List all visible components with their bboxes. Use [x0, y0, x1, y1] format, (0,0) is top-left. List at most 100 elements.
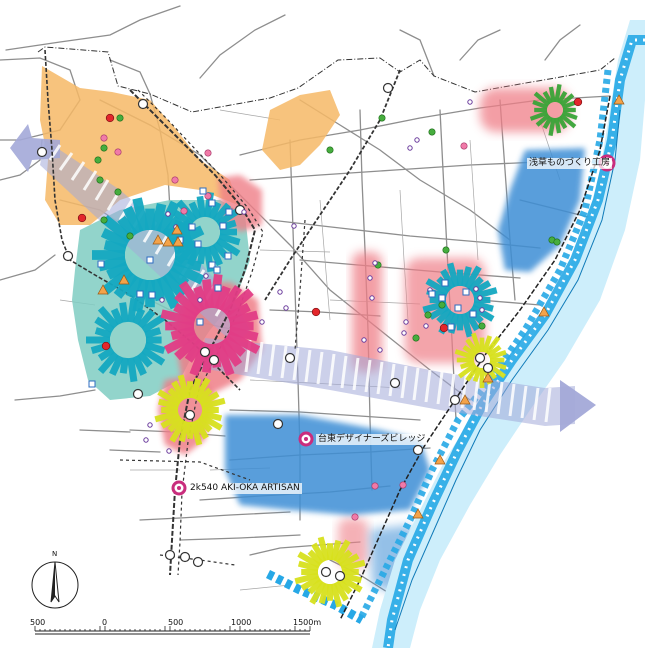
station-marker — [62, 250, 74, 262]
yellow-burst-southwest-ray — [157, 389, 182, 407]
yellow-burst-south — [294, 536, 366, 608]
blue-square-marker — [219, 222, 227, 230]
green-dot-marker — [126, 232, 134, 240]
green-burst-northeast-ray — [542, 90, 553, 105]
orange-triangle-marker — [152, 234, 164, 245]
green-dot-marker — [442, 246, 450, 254]
teal-burst-east-ray — [428, 304, 450, 320]
scale-label-0: 0 — [102, 618, 108, 627]
ward-boundary — [37, 46, 616, 113]
teal-burst-west-ray — [150, 278, 166, 302]
compass-north-letter: N — [52, 550, 58, 558]
pink-dot-marker — [100, 134, 108, 142]
yellow-burst-south-ray — [300, 575, 322, 591]
teal-burst-west-ray — [132, 197, 150, 232]
purple-ring-marker — [407, 145, 413, 151]
green-burst-northeast-ray — [559, 93, 575, 107]
teal-burst-upper-ray — [215, 207, 241, 227]
teal-burst-southwest-ray — [119, 357, 129, 374]
teal-burst-upper-ray — [187, 244, 202, 267]
yellow-burst-southwest-ray — [190, 420, 203, 446]
magenta-burst-central-ray — [178, 280, 206, 314]
magenta-burst-central-ray — [218, 285, 243, 314]
purple-ring-marker — [473, 286, 479, 292]
north-compass — [31, 561, 79, 609]
yellow-burst-south-ray — [307, 549, 324, 566]
teal-burst-west-ray — [101, 215, 134, 244]
station-marker — [272, 418, 284, 430]
green-burst-northeast-ray — [548, 86, 556, 103]
scale-bar — [34, 626, 311, 635]
blue-square-marker — [194, 240, 202, 248]
purple-ring-marker — [203, 273, 209, 279]
green-dot-marker — [116, 114, 124, 122]
teal-burst-upper-ray — [176, 241, 198, 265]
station-marker — [449, 394, 461, 406]
scale-label-1500m: 1500m — [293, 618, 322, 627]
yellow-burst-southwest-ray — [193, 377, 211, 402]
green-dot-marker — [412, 334, 420, 342]
scale-label-500-left: 500 — [30, 618, 46, 627]
facility-target-akioka-artisan[interactable] — [171, 480, 187, 496]
purple-ring-marker — [241, 209, 247, 215]
teal-burst-west-ray — [122, 205, 144, 235]
magenta-burst-central-ray — [174, 334, 202, 361]
teal-burst-west-ray — [106, 261, 130, 280]
orange-zone-north — [262, 90, 340, 170]
yellow-burst-south-ray — [336, 578, 353, 595]
teal-burst-southwest-ray — [94, 316, 115, 334]
yellow-burst-south-ray — [317, 536, 330, 562]
yellow-burst-riverside-ray — [459, 360, 476, 370]
blue-square-marker — [214, 284, 222, 292]
green-burst-northeast — [529, 84, 581, 136]
purple-ring-marker — [479, 307, 485, 313]
pink-zone-strip-1 — [352, 252, 382, 372]
yellow-burst-riverside-ray — [457, 362, 477, 379]
teal-burst-southwest-ray — [110, 307, 124, 326]
purple-ring-marker — [147, 422, 153, 428]
yellow-burst-south-ray — [294, 572, 320, 585]
yellow-burst-riverside-ray — [487, 344, 502, 358]
green-burst-northeast-ray — [559, 113, 577, 129]
magenta-burst-central-ray — [222, 334, 247, 357]
teal-burst-southwest-ray — [97, 305, 119, 329]
yellow-burst-riverside-ray — [471, 332, 482, 354]
green-dot-marker — [94, 156, 102, 164]
purple-ring-marker — [277, 289, 283, 295]
green-burst-northeast-ray — [542, 115, 553, 130]
yellow-burst-riverside-ray — [465, 338, 480, 355]
orange-triangle-marker — [412, 508, 424, 519]
magenta-burst-central-ray — [228, 326, 259, 342]
facility-target-designers-village[interactable] — [298, 431, 314, 447]
yellow-burst-south-ray — [333, 539, 351, 564]
green-dot-marker — [326, 146, 334, 154]
stations — [36, 82, 494, 582]
blue-square-marker — [188, 223, 196, 231]
yellow-burst-southwest — [154, 374, 226, 446]
teal-burst-east-ray — [470, 304, 495, 322]
orange-triangle-marker — [434, 454, 446, 465]
yellow-burst-southwest-ray — [200, 397, 226, 410]
yellow-burst-south-ray — [338, 575, 363, 593]
teal-burst-east-ray — [436, 307, 453, 324]
purple-ring-marker — [143, 437, 149, 443]
teal-burst-southwest-ray — [137, 309, 156, 329]
green-dot-marker — [424, 311, 432, 319]
magenta-burst-central-ray — [170, 326, 196, 341]
purple-ring-marker — [403, 319, 409, 325]
purple-ring-marker — [166, 448, 172, 454]
yellow-burst-riverside-ray — [462, 344, 477, 358]
green-dot-marker — [478, 322, 486, 330]
teal-burst-southwest — [86, 297, 166, 383]
teal-burst-southwest-ray — [132, 354, 147, 376]
teal-burst-southwest-ray — [137, 351, 153, 368]
yellow-burst-southwest-ray — [200, 410, 223, 422]
teal-burst-southwest-ray — [94, 327, 112, 339]
blue-square-marker — [199, 187, 207, 195]
blue-square-marker — [447, 323, 455, 331]
station-marker — [284, 352, 296, 364]
magenta-burst-central-ray — [202, 343, 215, 373]
station-marker — [334, 570, 346, 582]
station-marker — [382, 82, 394, 94]
yellow-burst-riverside-ray — [472, 366, 482, 383]
